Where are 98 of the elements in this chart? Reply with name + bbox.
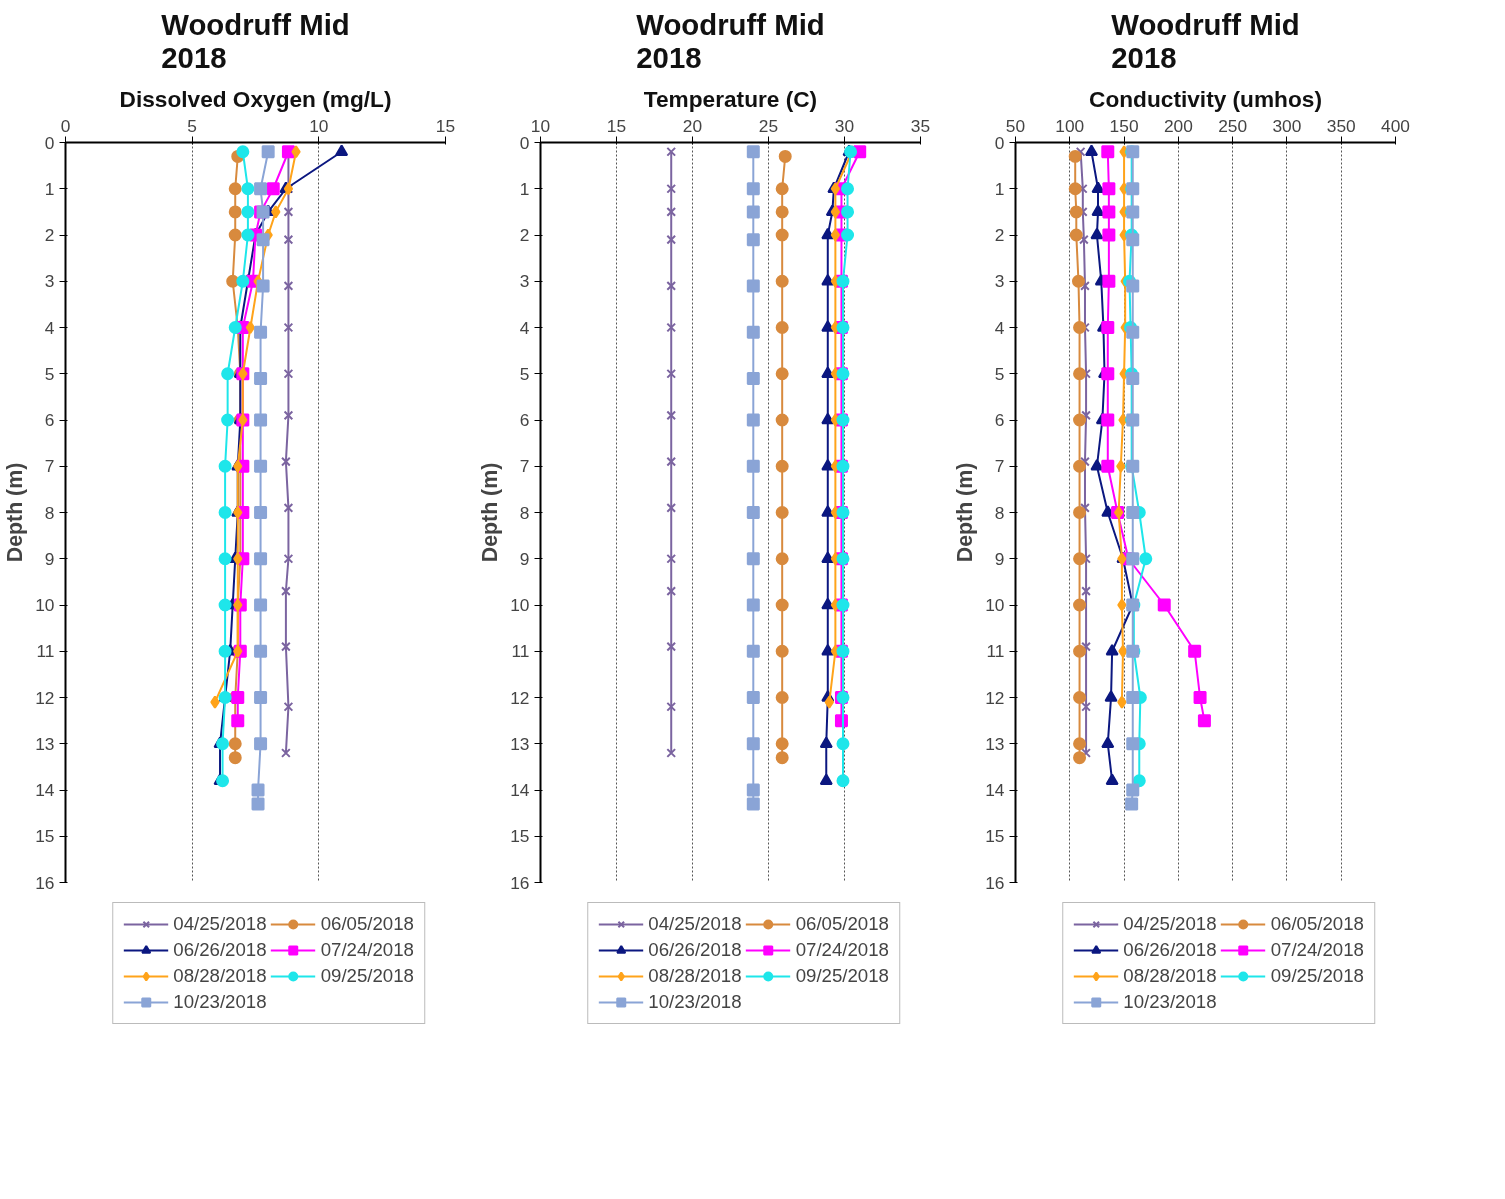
y-axis-title: Depth (m) <box>953 462 978 563</box>
x-tick-label: 300 <box>1272 115 1302 136</box>
x-tick-label: 30 <box>834 115 855 136</box>
y-tick-label: 5 <box>44 363 55 384</box>
y-tick-label: 11 <box>36 641 55 662</box>
legend-label: 06/26/2018 <box>1123 939 1217 961</box>
y-tick-label: 9 <box>519 548 530 569</box>
y-tick-label: 7 <box>519 456 530 477</box>
y-tick-label: 3 <box>519 271 530 292</box>
legend-label: 10/23/2018 <box>648 991 742 1013</box>
x-tick-label: 350 <box>1326 115 1356 136</box>
legend-label: 10/23/2018 <box>173 991 267 1013</box>
y-tick-label: 0 <box>519 132 530 153</box>
y-tick-label: 10 <box>985 595 1005 615</box>
y-tick-label: 14 <box>985 780 1005 800</box>
y-tick-label: 3 <box>44 271 55 292</box>
legend-label: 04/25/2018 <box>173 913 267 935</box>
x-tick-label: 0 <box>60 115 71 136</box>
y-tick-label: 10 <box>510 595 530 615</box>
legend-label: 06/26/2018 <box>648 939 742 961</box>
y-tick-label: 16 <box>35 872 55 893</box>
y-tick-label: 2 <box>994 225 1005 245</box>
x-tick-label: 20 <box>682 115 703 136</box>
y-tick-label: 1 <box>994 178 1005 199</box>
y-tick-label: 15 <box>985 826 1005 847</box>
chart-subtitle: Temperature (C) <box>643 85 818 112</box>
y-tick-label: 13 <box>510 733 530 754</box>
y-tick-label: 11 <box>511 641 530 662</box>
legend-label: 06/05/2018 <box>795 913 889 935</box>
y-tick-label: 6 <box>44 410 55 430</box>
y-tick-label: 0 <box>994 132 1005 153</box>
x-tick-label: 400 <box>1381 115 1410 136</box>
chart-subtitle: Dissolved Oxygen (mg/L) <box>119 85 392 112</box>
y-tick-label: 15 <box>510 826 530 847</box>
x-tick-label: 200 <box>1163 115 1193 136</box>
x-tick-label: 150 <box>1109 115 1139 136</box>
y-tick-label: 8 <box>994 502 1005 523</box>
y-tick-label: 5 <box>519 363 530 384</box>
x-tick-label: 50 <box>1005 115 1026 136</box>
y-tick-label: 15 <box>35 826 55 847</box>
x-tick-label: 15 <box>435 115 456 136</box>
legend-label: 10/23/2018 <box>1123 991 1217 1013</box>
legend-label: 06/26/2018 <box>173 939 267 961</box>
y-tick-label: 2 <box>44 225 55 245</box>
x-tick-label: 35 <box>910 115 931 136</box>
y-axis-title: Depth (m) <box>3 462 28 563</box>
y-tick-label: 8 <box>519 502 530 523</box>
y-tick-label: 11 <box>986 641 1005 662</box>
legend-label: 04/25/2018 <box>1123 913 1217 935</box>
chart-title: Woodruff Mid 2018 <box>161 7 350 74</box>
chart-title: Woodruff Mid 2018 <box>1111 7 1300 74</box>
legend-label: 08/28/2018 <box>1123 965 1217 987</box>
x-tick-label: 250 <box>1218 115 1248 136</box>
legend-label: 07/24/2018 <box>1270 939 1364 961</box>
y-tick-label: 12 <box>510 687 530 708</box>
legend-label: 07/24/2018 <box>320 939 414 961</box>
legend-label: 09/25/2018 <box>1270 965 1364 987</box>
y-tick-label: 13 <box>985 733 1005 754</box>
y-tick-label: 14 <box>35 780 55 800</box>
legend-label: 06/05/2018 <box>1270 913 1364 935</box>
y-tick-label: 10 <box>35 595 55 615</box>
legend-label: 04/25/2018 <box>648 913 742 935</box>
y-tick-label: 6 <box>994 410 1005 430</box>
y-tick-label: 14 <box>510 780 530 800</box>
y-tick-label: 16 <box>985 872 1005 893</box>
legend-label: 09/25/2018 <box>320 965 414 987</box>
legend-label: 08/28/2018 <box>173 965 267 987</box>
y-tick-label: 2 <box>519 225 530 245</box>
y-tick-label: 12 <box>35 687 55 708</box>
y-tick-label: 7 <box>44 456 55 477</box>
y-tick-label: 9 <box>44 548 55 569</box>
y-tick-label: 16 <box>510 872 530 893</box>
y-tick-label: 0 <box>44 132 55 153</box>
y-tick-label: 9 <box>994 548 1005 569</box>
y-tick-label: 6 <box>519 410 530 430</box>
x-tick-label: 100 <box>1055 115 1085 136</box>
legend-label: 07/24/2018 <box>795 939 889 961</box>
chart-subtitle: Conductivity (umhos) <box>1089 85 1322 112</box>
legend-label: 08/28/2018 <box>648 965 742 987</box>
x-tick-label: 15 <box>606 115 627 136</box>
legend-label: 09/25/2018 <box>795 965 889 987</box>
y-tick-label: 7 <box>994 456 1005 477</box>
y-tick-label: 1 <box>44 178 55 199</box>
x-tick-label: 5 <box>187 115 197 136</box>
y-tick-label: 4 <box>44 317 55 338</box>
y-tick-label: 4 <box>519 317 530 338</box>
y-tick-label: 4 <box>994 317 1005 338</box>
y-tick-label: 12 <box>985 687 1005 708</box>
x-tick-label: 25 <box>758 115 779 136</box>
chart-title: Woodruff Mid 2018 <box>636 7 825 74</box>
y-tick-label: 5 <box>994 363 1005 384</box>
y-tick-label: 8 <box>44 502 55 523</box>
y-tick-label: 13 <box>35 733 55 754</box>
y-tick-label: 1 <box>519 178 530 199</box>
legend-label: 06/05/2018 <box>320 913 414 935</box>
x-tick-label: 10 <box>309 115 329 136</box>
y-axis-title: Depth (m) <box>478 462 503 563</box>
y-tick-label: 3 <box>994 271 1005 292</box>
